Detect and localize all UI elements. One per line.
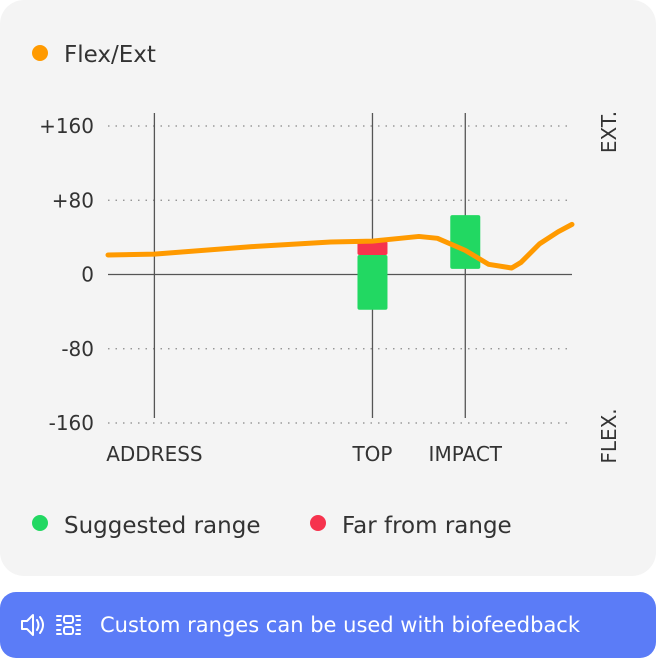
range-legend-dot [310,515,326,531]
y-tick-label: 0 [81,263,94,287]
flex-ext-line [105,221,575,271]
range-legend-label: Suggested range [64,513,260,539]
event-label: TOP [351,442,392,466]
top-label: EXT. [597,111,621,153]
chart: -160 -80 0 +80 +160 ADDRESS TOP IMPACT EXT. FLEX.… [32,42,621,539]
y-tick-label: -80 [61,337,94,361]
range-legend-label: Far from range [342,513,512,539]
banner-icons [21,614,81,636]
event-label: ADDRESS [106,442,202,466]
event-label: IMPACT [429,442,503,466]
card: -160 -80 0 +80 +160 ADDRESS TOP IMPACT EXT. FLEX.… [0,0,656,576]
far-range [357,241,388,256]
y-tick-label: -160 [49,411,94,435]
banner: Custom ranges can be used with biofeedba… [0,592,656,658]
y-tick-label: +80 [52,188,94,212]
bottom-label: FLEX. [597,408,621,463]
y-tick-label: +160 [39,114,94,138]
suggested-range [357,255,388,310]
legend-label: Flex/Ext [64,42,156,68]
banner-text: Custom ranges can be used with biofeedba… [100,613,581,637]
range-legend-dot [32,515,48,531]
suggested-range [450,215,481,269]
legend-dot [32,45,48,61]
